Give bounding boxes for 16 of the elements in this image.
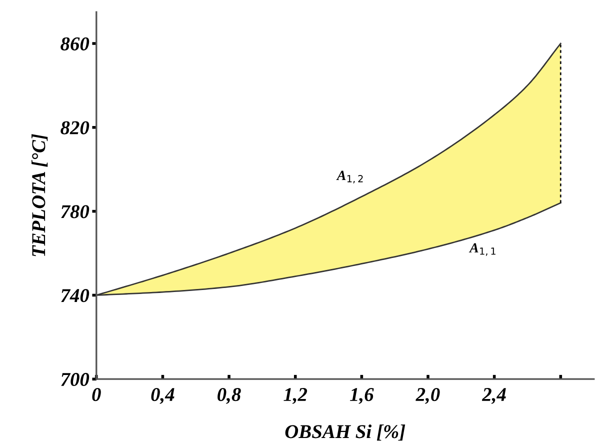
x-tick-label: 2,4	[482, 388, 506, 404]
y-tick-label: 740	[61, 289, 90, 302]
y-tick-label: 780	[61, 205, 90, 218]
y-tick-label: 820	[60, 121, 90, 134]
y-tick-label: 700	[61, 372, 90, 386]
x-tick-label: 0,4	[151, 388, 174, 404]
y-axis-title: TEPLOTA [°C]	[32, 134, 48, 256]
x-tick-label: 2,0	[416, 388, 440, 404]
x-tick-label: 1,6	[350, 388, 374, 404]
x-tick-label: 0,8	[218, 388, 241, 404]
x-tick-label: 0	[92, 388, 101, 402]
y-tick-label: 860	[60, 37, 90, 50]
series-label: A$_{1,1}$	[468, 243, 496, 256]
x-tick-label: 1,2	[284, 388, 308, 404]
series-label: A$_{1,2}$	[336, 170, 363, 184]
x-axis-title: OBSAH Si [%]	[285, 424, 406, 441]
